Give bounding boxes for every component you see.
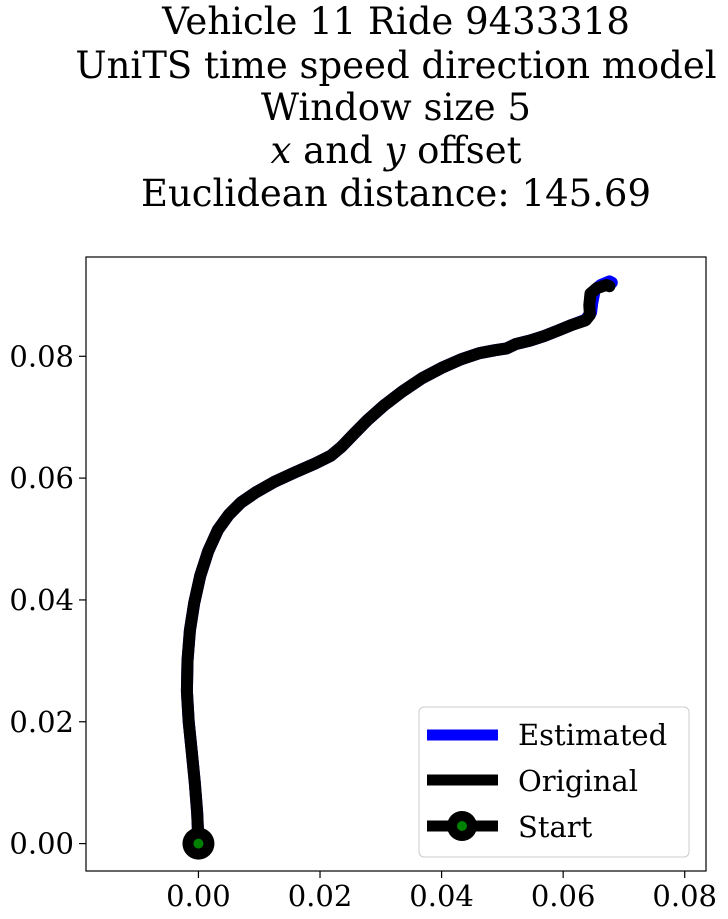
title-line-2: UniTS time speed direction model — [75, 44, 716, 87]
series-original-line — [180, 279, 616, 850]
legend: Estimated Original Start — [418, 706, 690, 858]
x-tick-label: 0.02 — [288, 879, 353, 913]
plot-area — [85, 256, 707, 872]
title-line-4: x and y offset — [271, 129, 522, 172]
y-axis-ticks: 0.00 0.02 0.04 0.06 0.08 — [9, 339, 86, 861]
start-marker-center — [193, 838, 204, 849]
legend-start-label: Start — [518, 810, 593, 844]
y-tick-label: 0.00 — [9, 827, 74, 861]
x-axis-ticks: 0.00 0.02 0.04 0.06 0.08 — [166, 871, 717, 913]
legend-start-swatch-center — [457, 821, 467, 831]
legend-original-label: Original — [518, 764, 638, 798]
x-tick-label: 0.00 — [166, 879, 231, 913]
x-tick-label: 0.06 — [531, 879, 596, 913]
title-line-1: Vehicle 11 Ride 9433318 — [161, 0, 630, 43]
legend-estimated-label: Estimated — [518, 718, 667, 752]
title-line-3: Window size 5 — [261, 86, 531, 129]
y-tick-label: 0.04 — [9, 583, 74, 617]
x-tick-label: 0.08 — [652, 879, 717, 913]
x-tick-label: 0.04 — [409, 879, 474, 913]
legend-box — [418, 706, 690, 858]
y-tick-label: 0.06 — [9, 461, 74, 495]
chart-title: Vehicle 11 Ride 9433318 UniTS time speed… — [75, 0, 716, 215]
title-line-5: Euclidean distance: 145.69 — [141, 172, 651, 215]
y-tick-label: 0.08 — [9, 339, 74, 373]
series-layer — [180, 275, 618, 860]
y-tick-label: 0.02 — [9, 705, 74, 739]
